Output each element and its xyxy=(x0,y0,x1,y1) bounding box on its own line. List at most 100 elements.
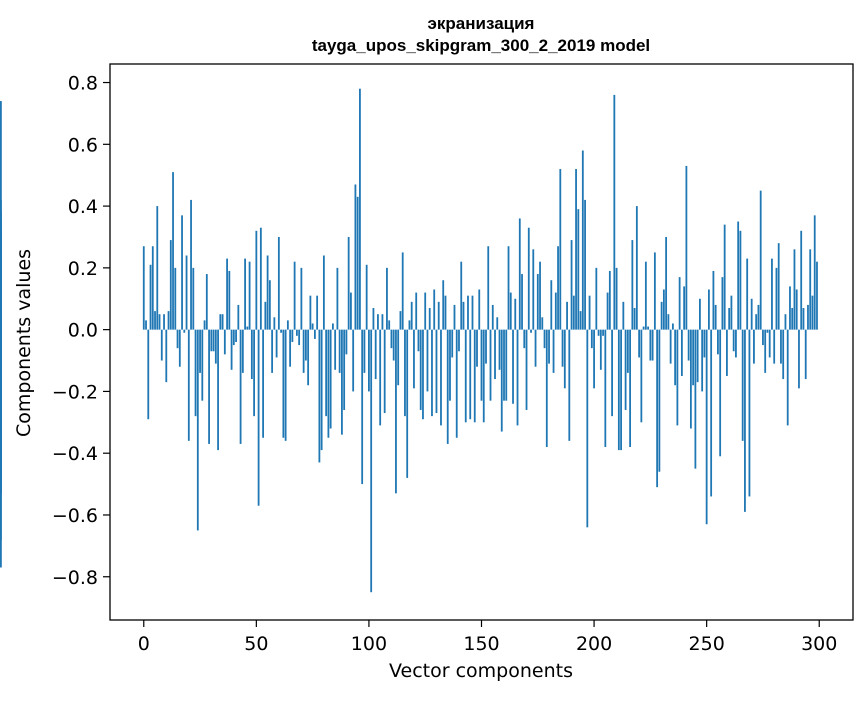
bar-component-37 xyxy=(226,258,228,330)
bar-component-147 xyxy=(473,329,476,423)
bar-component-149 xyxy=(478,289,481,330)
bar-component-73 xyxy=(307,329,310,386)
bar-component-180 xyxy=(548,329,550,364)
bar-component-228 xyxy=(656,329,659,488)
bar-component-213 xyxy=(622,301,625,330)
bar-component-156 xyxy=(494,329,496,380)
bar-component-164 xyxy=(512,329,514,404)
bar-component-72 xyxy=(304,329,307,361)
bar-component-150 xyxy=(480,329,483,401)
bar-component-186 xyxy=(561,329,564,367)
bar-component-96 xyxy=(359,88,361,330)
bar-component-21 xyxy=(190,199,192,330)
bar-component-99 xyxy=(365,264,368,330)
bar-component-71 xyxy=(302,329,305,373)
bar-component-0 xyxy=(142,246,145,330)
bar-component-281 xyxy=(775,267,778,330)
bar-component-1 xyxy=(145,320,147,330)
bar-component-49 xyxy=(253,329,255,417)
bar-component-80 xyxy=(322,255,325,330)
bar-component-61 xyxy=(280,329,283,333)
bar-component-222 xyxy=(642,326,645,330)
bar-component-160 xyxy=(503,329,505,401)
bar-component-192 xyxy=(575,169,577,330)
bar-component-53 xyxy=(262,329,264,438)
bar-component-13 xyxy=(172,172,174,330)
bar-component-148 xyxy=(476,329,478,367)
bar-component-58 xyxy=(273,317,276,330)
bar-component-9 xyxy=(163,314,165,330)
bar-component-262 xyxy=(732,329,735,352)
bar-component-152 xyxy=(485,329,487,364)
bar-component-293 xyxy=(802,308,805,330)
bar-component-41 xyxy=(235,329,237,342)
bar-component-266 xyxy=(741,329,744,441)
bar-component-237 xyxy=(676,329,679,426)
bar-component-67 xyxy=(293,261,296,330)
x-tick-label: 150 xyxy=(463,633,499,655)
bar-component-118 xyxy=(408,320,411,330)
y-tick-label: −0.6 xyxy=(52,505,98,527)
bar-component-154 xyxy=(489,329,492,401)
bar-component-259 xyxy=(726,329,728,376)
bar-component-249 xyxy=(703,329,706,358)
bar-component-184 xyxy=(557,246,559,330)
bar-component-47 xyxy=(248,261,251,330)
bar-component-247 xyxy=(699,298,701,330)
y-tick-label: 0.8 xyxy=(68,73,98,95)
bar-component-105 xyxy=(379,329,382,426)
bar-component-257 xyxy=(721,277,724,330)
bar-component-231 xyxy=(662,289,665,330)
bar-component-107 xyxy=(383,329,386,414)
y-axis-label: Components values xyxy=(13,249,35,437)
bar-component-271 xyxy=(753,329,755,364)
bar-component-90 xyxy=(345,329,348,355)
bar-component-122 xyxy=(417,329,420,352)
x-tick-label: 300 xyxy=(801,633,837,655)
bar-component-undefined xyxy=(0,252,2,330)
bar-component-242 xyxy=(687,329,690,361)
bar-component-243 xyxy=(689,329,692,429)
bar-component-32 xyxy=(214,329,217,364)
bar-component-81 xyxy=(325,329,328,417)
bar-component-142 xyxy=(462,301,465,330)
bar-component-215 xyxy=(626,329,629,373)
bar-component-166 xyxy=(516,329,519,426)
bar-component-258 xyxy=(723,224,726,330)
bar-component-218 xyxy=(633,308,636,330)
bar-component-36 xyxy=(223,329,226,355)
bar-component-23 xyxy=(194,329,197,417)
bar-component-127 xyxy=(428,308,431,330)
bar-component-291 xyxy=(798,329,800,389)
bar-component-91 xyxy=(347,236,350,330)
bar-component-79 xyxy=(320,329,323,451)
bar-component-260 xyxy=(728,308,731,330)
bar-component-120 xyxy=(413,329,415,389)
bar-component-173 xyxy=(532,249,535,330)
bar-component-232 xyxy=(665,236,668,330)
y-tick-label: 0.4 xyxy=(68,196,98,218)
bar-component-182 xyxy=(552,329,555,373)
bar-component-286 xyxy=(786,329,789,426)
bar-component-33 xyxy=(217,329,219,451)
bar-component-125 xyxy=(424,292,427,330)
bar-component-102 xyxy=(372,308,375,330)
bar-component-44 xyxy=(241,329,244,373)
x-tick-label: 200 xyxy=(576,633,612,655)
bar-component-188 xyxy=(566,301,568,330)
bar-component-69 xyxy=(298,329,301,346)
bar-component-20 xyxy=(187,329,190,441)
bar-component-143 xyxy=(464,329,467,423)
bar-component-139 xyxy=(455,329,458,438)
bar-component-35 xyxy=(221,314,224,330)
bar-component-244 xyxy=(692,329,695,386)
bar-component-250 xyxy=(705,329,708,525)
bar-component-214 xyxy=(624,329,627,410)
bar-component-207 xyxy=(608,270,611,330)
bar-component-248 xyxy=(701,329,704,392)
bar-component-114 xyxy=(399,311,402,330)
bar-component-289 xyxy=(793,249,796,330)
bar-component-285 xyxy=(784,314,787,330)
bar-component-208 xyxy=(611,329,613,417)
